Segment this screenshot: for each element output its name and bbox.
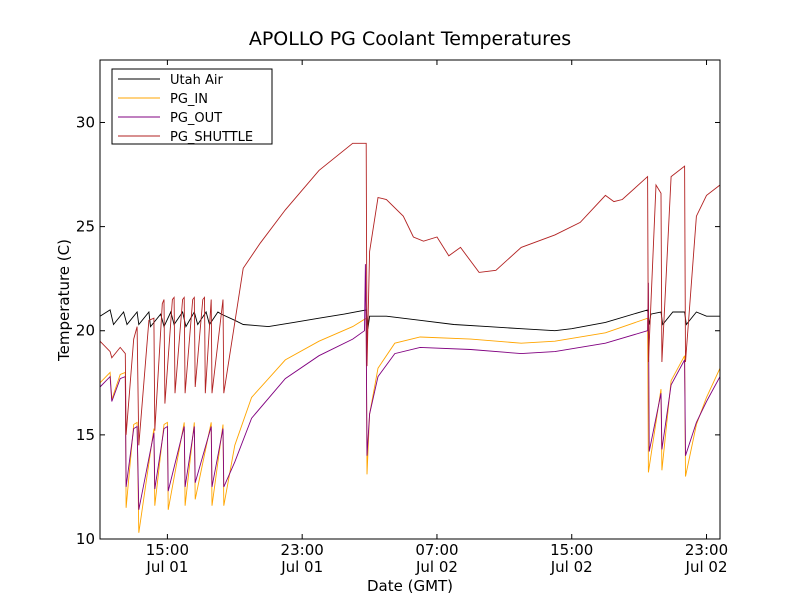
y-tick-label: 20 [76,322,95,340]
legend-label: PG_IN [170,92,208,107]
x-tick-label-time: 23:00 [281,541,324,559]
x-tick-label-date: Jul 02 [685,558,728,576]
x-tick-label-date: Jul 02 [550,558,593,576]
x-tick-label-time: 15:00 [550,541,593,559]
y-tick-label: 30 [76,113,95,131]
legend: Utah Air PG_IN PG_OUT PG_SHUTTLE [111,68,273,145]
x-axis-label: Date (GMT) [367,577,453,595]
series-line-pg-shuttle [99,142,721,446]
x-tick-label-date: Jul 02 [415,558,458,576]
y-tick-label: 25 [76,218,95,236]
legend-label: Utah Air [170,73,223,88]
y-tick-label: 10 [76,530,95,548]
x-tick-label-time: 23:00 [685,541,728,559]
legend-label: PG_OUT [170,111,222,126]
chart-title: APOLLO PG Coolant Temperatures [249,28,571,50]
y-tick-label: 15 [76,426,95,444]
x-tick-label-date: Jul 01 [280,558,323,576]
legend-items: Utah Air PG_IN PG_OUT PG_SHUTTLE [118,73,253,145]
x-tick-label-time: 07:00 [415,541,458,559]
x-tick-label-date: Jul 01 [145,558,188,576]
series-line-pg-out [99,264,721,510]
y-axis-label: Temperature (C) [55,239,73,362]
plot-frame [99,59,721,540]
legend-label: PG_SHUTTLE [170,130,253,145]
legend-box [111,68,273,145]
series-layer [99,142,721,533]
x-tick-label-time: 15:00 [146,541,189,559]
